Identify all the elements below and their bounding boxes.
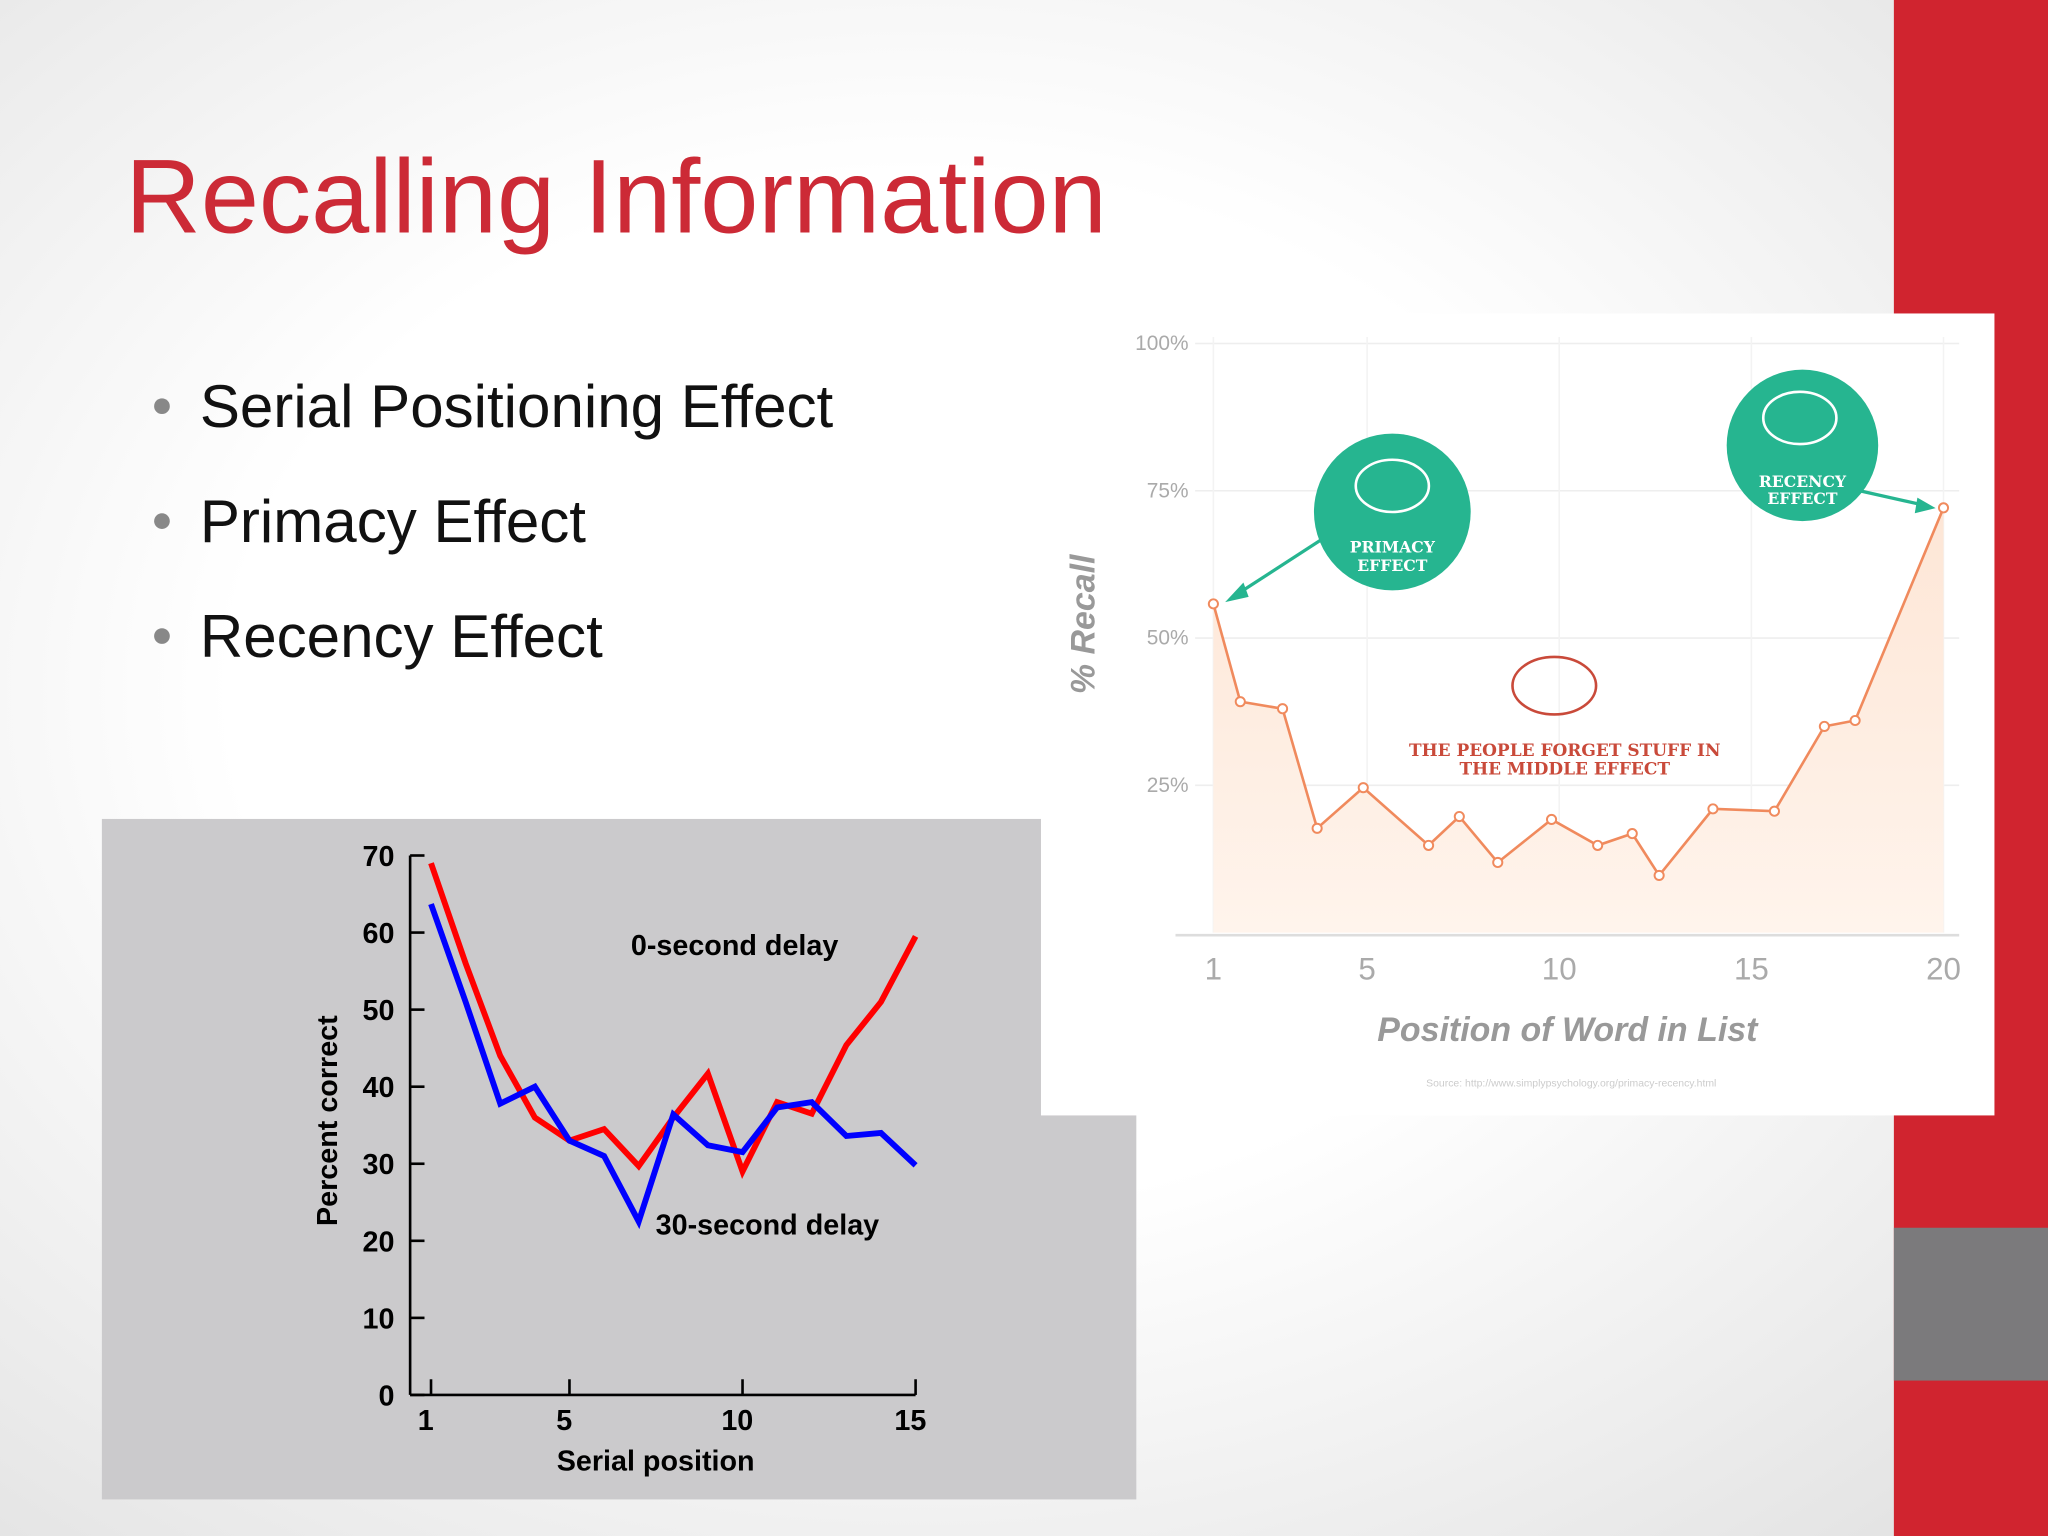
data-point xyxy=(1423,839,1435,851)
x-axis-label: Position of Word in List xyxy=(1377,1011,1759,1049)
data-point xyxy=(1277,703,1289,715)
y-tick-label: 100% xyxy=(1135,332,1188,355)
y-tick-label: 30 xyxy=(362,1149,394,1181)
recency-badge xyxy=(1726,369,1879,522)
x-tick-label: 5 xyxy=(556,1405,572,1437)
x-tick-label: 1 xyxy=(418,1405,434,1437)
data-point xyxy=(1937,502,1950,514)
brain-icon xyxy=(1354,458,1431,514)
x-tick-label: 15 xyxy=(894,1405,926,1437)
data-point xyxy=(1626,828,1638,840)
bullet-list: Serial Positioning Effect Primacy Effect R… xyxy=(154,373,834,670)
x-tick-label: 15 xyxy=(1734,952,1769,987)
data-point xyxy=(1207,598,1219,610)
data-point xyxy=(1234,696,1246,708)
arrow xyxy=(1232,538,1323,599)
y-tick-label: 40 xyxy=(362,1072,394,1104)
data-point xyxy=(1707,803,1719,815)
data-point xyxy=(1849,714,1861,727)
series-area xyxy=(1213,507,1944,933)
annotation: RECENCY xyxy=(1759,472,1847,491)
bullet-text: Primacy Effect xyxy=(200,488,586,555)
y-tick-label: 60 xyxy=(362,918,394,950)
brain-icon xyxy=(1511,655,1598,716)
x-axis-label: Serial position xyxy=(557,1446,755,1478)
y-tick-label: 50 xyxy=(362,995,394,1027)
source: Source: http://www.simplypsychology.org/… xyxy=(1426,1079,1716,1090)
data-point xyxy=(1357,782,1369,794)
data-point xyxy=(1592,839,1604,851)
series-line xyxy=(428,903,918,1230)
bullet-dot xyxy=(154,398,170,415)
y-axis-label: Percent correct xyxy=(312,1015,344,1226)
data-point xyxy=(1653,869,1665,881)
x-tick-label: 10 xyxy=(1542,952,1577,987)
bullet-dot xyxy=(154,513,170,529)
data-point xyxy=(1768,805,1780,817)
slide-title: Recalling Information xyxy=(125,138,1106,255)
data-point xyxy=(1818,720,1830,732)
y-tick-label: 0 xyxy=(378,1380,394,1412)
y-tick-label: 70 xyxy=(362,841,394,873)
bullet-text: Recency Effect xyxy=(200,603,603,670)
arrow-head xyxy=(1914,497,1936,514)
annotation: EFFECT xyxy=(1767,489,1838,508)
x-tick-label: 1 xyxy=(1205,952,1222,987)
bullet-dot xyxy=(154,628,170,644)
data-point xyxy=(1453,810,1465,823)
x-tick-label: 5 xyxy=(1358,952,1375,987)
x-tick-label: 20 xyxy=(1926,952,1961,987)
y-tick-label: 50% xyxy=(1147,627,1189,650)
annotation: THE MIDDLE EFFECT xyxy=(1459,760,1670,780)
bullet-text: Serial Positioning Effect xyxy=(200,373,834,440)
series-label: 30-second delay xyxy=(656,1209,879,1241)
data-point xyxy=(1311,822,1323,834)
y-tick-label: 25% xyxy=(1147,774,1189,797)
arrow xyxy=(1860,489,1926,508)
data-point xyxy=(1545,813,1558,826)
side-bar-accent xyxy=(1893,1227,2048,1381)
y-tick-label: 20 xyxy=(362,1226,394,1258)
data-point xyxy=(1492,856,1504,869)
annotation: PRIMACY xyxy=(1350,537,1436,556)
brain-icon xyxy=(1761,390,1838,446)
chart-panel xyxy=(101,818,1137,1500)
arrow-head xyxy=(1225,582,1249,603)
y-tick-label: 75% xyxy=(1147,479,1189,502)
annotation: THE PEOPLE FORGET STUFF IN xyxy=(1409,741,1721,761)
x-tick-label: 10 xyxy=(721,1405,753,1437)
y-tick-label: 10 xyxy=(362,1303,394,1335)
y-axis-label: % Recall xyxy=(1065,553,1103,694)
annotation: EFFECT xyxy=(1357,556,1428,575)
series-label: 0-second delay xyxy=(631,930,839,962)
